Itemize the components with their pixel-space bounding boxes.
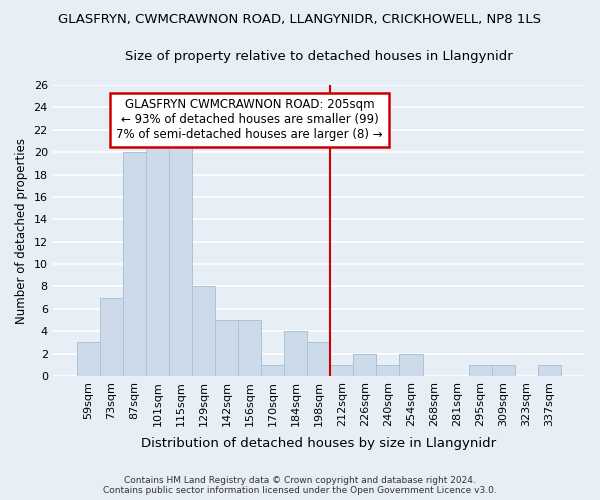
Bar [538,365,561,376]
Title: Size of property relative to detached houses in Llangynidr: Size of property relative to detached ho… [125,50,513,63]
Bar [261,365,284,376]
Bar [331,365,353,376]
Bar [77,342,100,376]
Y-axis label: Number of detached properties: Number of detached properties [15,138,28,324]
Bar [192,286,215,376]
Bar [169,130,192,376]
Bar [238,320,261,376]
Text: Contains HM Land Registry data © Crown copyright and database right 2024.
Contai: Contains HM Land Registry data © Crown c… [103,476,497,495]
Bar [353,354,376,376]
Text: GLASFRYN, CWMCRAWNON ROAD, LLANGYNIDR, CRICKHOWELL, NP8 1LS: GLASFRYN, CWMCRAWNON ROAD, LLANGYNIDR, C… [59,12,542,26]
Bar [469,365,491,376]
Bar [100,298,123,376]
Bar [491,365,515,376]
Bar [307,342,331,376]
Text: GLASFRYN CWMCRAWNON ROAD: 205sqm
← 93% of detached houses are smaller (99)
7% of: GLASFRYN CWMCRAWNON ROAD: 205sqm ← 93% o… [116,98,383,142]
X-axis label: Distribution of detached houses by size in Llangynidr: Distribution of detached houses by size … [141,437,496,450]
Bar [376,365,400,376]
Bar [400,354,422,376]
Bar [146,130,169,376]
Bar [284,332,307,376]
Bar [215,320,238,376]
Bar [123,152,146,376]
